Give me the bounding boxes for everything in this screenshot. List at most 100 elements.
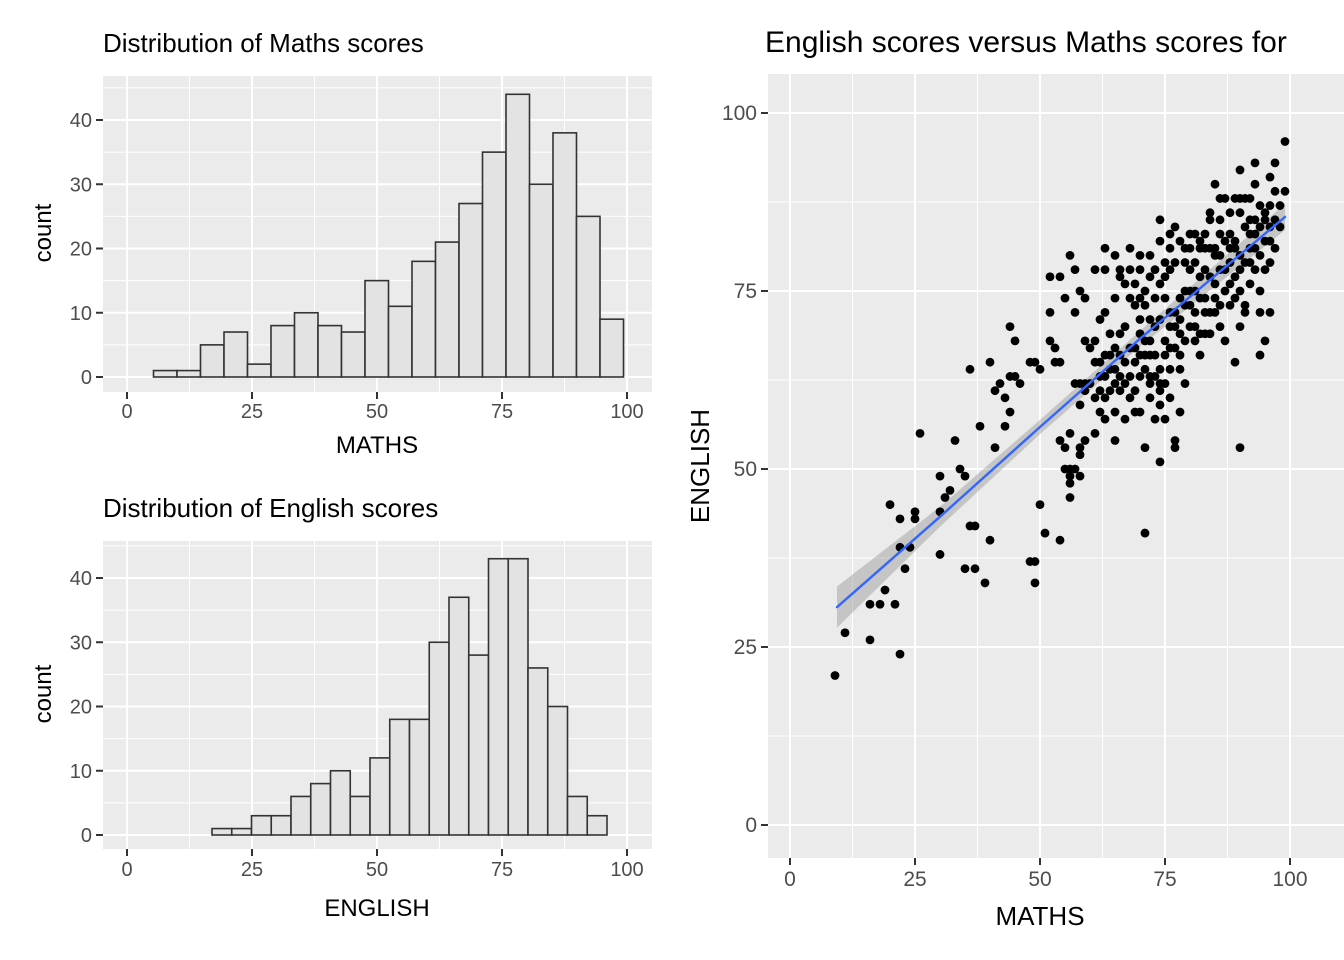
scatter-point [1195,236,1205,246]
scatter-point [1215,300,1225,310]
maths-histogram-axis-ticks: 0 25 50 75 100 0 10 20 30 40 [70,110,644,423]
scatter-point [1075,286,1085,296]
english-histogram-bar [408,718,431,836]
english-histogram-y-tick-label: 10 [70,761,92,783]
scatter-point [1215,194,1225,203]
scatter-point [1165,364,1175,374]
scatter-point [1215,251,1225,260]
scatter-point [1190,307,1200,317]
scatter-point [1110,293,1120,303]
english-hist-yaxis-title: count [30,664,57,724]
scatter-point [1205,329,1215,339]
scatter-point [1145,379,1155,388]
scatter-point [1270,243,1280,253]
english-histogram: 0 25 50 75 100 0 10 20 30 40 [70,541,652,881]
english-histogram-bar [527,667,549,836]
scatter-point [910,507,920,517]
scatter-point [1205,208,1215,218]
scatter-point [1140,528,1150,538]
english-histogram-bar [290,795,312,836]
english-histogram-x-tick-label: 100 [610,859,643,881]
scatter-point [1145,251,1155,260]
scatter-point [1000,393,1010,403]
english-histogram-bar [546,705,569,836]
maths-histogram-y-tick-label: 0 [81,367,92,389]
scatter-point [1230,236,1240,246]
scatter-point [935,550,945,559]
english-hist-title: Distribution of English scores [103,493,439,523]
english-histogram-bar [448,596,470,836]
scatter-point [1270,158,1280,168]
scatter-point [1010,372,1020,381]
scatter-point [1100,393,1110,403]
scatter-point [1030,357,1040,367]
scatter-x-tick-label: 0 [784,868,796,891]
scatter-point [940,493,950,502]
scatter-y-tick-label: 50 [734,458,757,481]
maths-histogram-bar [199,344,225,378]
scatter-point [1105,329,1115,339]
scatter-point [1235,286,1245,296]
scatter-point [1170,322,1180,331]
english-histogram-bar [309,782,332,836]
scatter-point [1195,272,1205,282]
english-histogram-bar [270,814,292,836]
maths-histogram-bar [575,215,601,378]
scatter-point [950,436,960,445]
scatter-point [1175,350,1185,360]
scatter-point [1250,158,1260,168]
scatter-point [1175,293,1185,303]
scatter-point [1095,386,1105,396]
scatter-point [985,535,995,545]
scatter-title: English scores versus Maths scores for [765,26,1287,59]
scatter-point [1190,229,1200,239]
maths-histogram-bar [364,279,390,378]
scatter-point [1275,222,1285,232]
scatter-point [1150,293,1160,303]
english-histogram-bar [329,769,352,836]
maths-histogram-y-tick-label: 40 [70,110,92,132]
scatter-point [1220,286,1230,296]
scatter-point [1065,478,1075,488]
scatter-point [1220,265,1230,275]
scatter-point [1130,386,1140,396]
scatter-point [1255,286,1265,296]
scatter-point [1200,293,1210,303]
scatter-point [1190,258,1200,267]
scatter-point [1140,286,1150,296]
maths-histogram-bar [176,369,202,378]
scatter-point [1155,457,1165,467]
scatter-point [1215,229,1225,239]
scatter-point [1190,336,1200,346]
scatter-x-tick-label: 75 [1153,868,1176,891]
scatter-point [1170,258,1180,267]
scatter-point [1260,215,1270,225]
english-histogram-y-tick-label: 20 [70,697,92,719]
scatter-x-tick-label: 50 [1028,868,1051,891]
scatter-point [1135,407,1145,417]
scatter-point [880,585,890,595]
maths-histogram-y-tick-label: 20 [70,239,92,261]
scatter-point [1065,471,1075,481]
scatter-point [1200,307,1210,317]
maths-histogram-x-tick-label: 50 [366,401,388,423]
scatter-point [1060,443,1070,453]
english-histogram-y-tick-label: 0 [81,825,92,847]
scatter-point [1055,436,1065,445]
scatter-point [1155,279,1165,289]
scatter-point [1005,407,1015,417]
scatter-y-tick-label: 75 [734,280,757,303]
scatter-point [1110,343,1120,353]
scatter-point [1070,265,1080,275]
english-histogram-bar [230,827,253,836]
scatter-y-tick-label: 100 [722,102,757,125]
scatter-point [1135,372,1145,381]
scatter-point [1245,243,1255,253]
scatter-point [935,471,945,481]
scatter-point [1235,208,1245,218]
scatter-point [1075,443,1085,453]
scatter-points [830,137,1290,680]
scatter-point [1115,272,1125,282]
scatter-point [1210,243,1220,253]
scatter-point [895,649,905,659]
